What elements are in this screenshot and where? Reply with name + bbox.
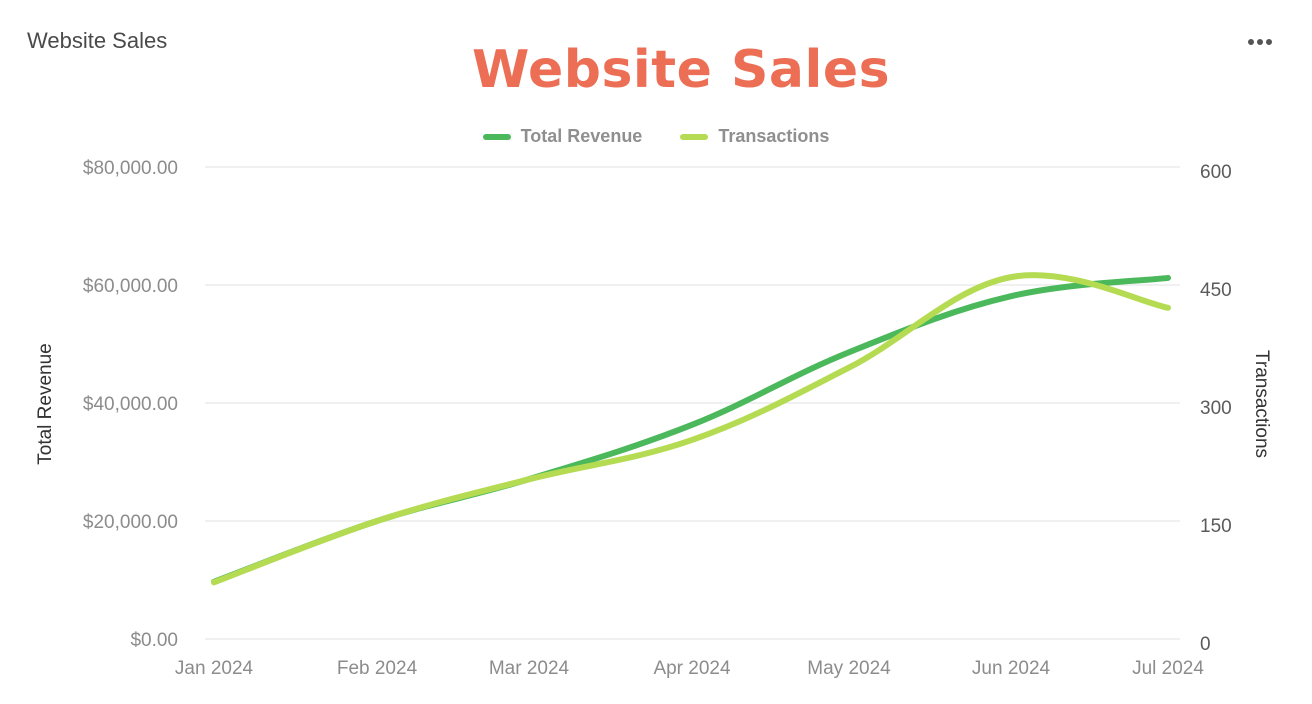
y-axis-right: 0 150 300 450 600 (1200, 162, 1232, 655)
chart-legend: Total Revenue Transactions (0, 126, 1312, 147)
y-axis-title: Total Revenue (35, 343, 56, 464)
legend-label: Total Revenue (520, 126, 643, 146)
x-tick-label: Jun 2024 (972, 658, 1051, 679)
y2-tick-label: 150 (1200, 516, 1232, 537)
y2-tick-label: 600 (1200, 162, 1232, 183)
y2-tick-label: 0 (1200, 634, 1211, 655)
series-line-transactions[interactable] (211, 272, 1171, 586)
series-lines (211, 272, 1171, 586)
more-horizontal-icon (1266, 39, 1272, 45)
more-horizontal-icon (1257, 39, 1263, 45)
y-tick-label: $40,000.00 (83, 394, 178, 415)
y2-tick-label: 450 (1200, 280, 1232, 301)
y2-tick-label: 300 (1200, 398, 1232, 419)
y-tick-label: $80,000.00 (83, 158, 178, 179)
more-horizontal-icon (1248, 39, 1254, 45)
legend-item-total-revenue[interactable]: Total Revenue (482, 126, 643, 147)
x-tick-label: Mar 2024 (489, 658, 570, 679)
y2-axis-title: Transactions (1251, 350, 1272, 458)
legend-label: Transactions (718, 126, 830, 146)
x-tick-label: Jan 2024 (175, 658, 254, 679)
more-options-button[interactable] (1243, 30, 1277, 54)
x-tick-label: Apr 2024 (653, 658, 731, 679)
legend-swatch-icon (680, 133, 709, 140)
x-axis: Jan 2024 Feb 2024 Mar 2024 Apr 2024 May 2024… (175, 658, 1204, 679)
gridlines (205, 166, 1180, 640)
y-tick-label: $0.00 (130, 630, 178, 651)
legend-item-transactions[interactable]: Transactions (680, 126, 829, 147)
x-tick-label: Feb 2024 (337, 658, 418, 679)
legend-swatch-icon (482, 133, 511, 140)
series-line-total-revenue[interactable] (211, 274, 1171, 585)
x-tick-label: May 2024 (807, 658, 891, 679)
x-tick-label: Jul 2024 (1132, 658, 1204, 679)
y-axis-left: $0.00 $20,000.00 $40,000.00 $60,000.00 $80,0… (83, 158, 178, 651)
y-tick-label: $60,000.00 (83, 276, 178, 297)
chart-title: Website Sales (471, 40, 891, 100)
y-tick-label: $20,000.00 (83, 512, 178, 533)
card-title: Website Sales (27, 28, 168, 53)
